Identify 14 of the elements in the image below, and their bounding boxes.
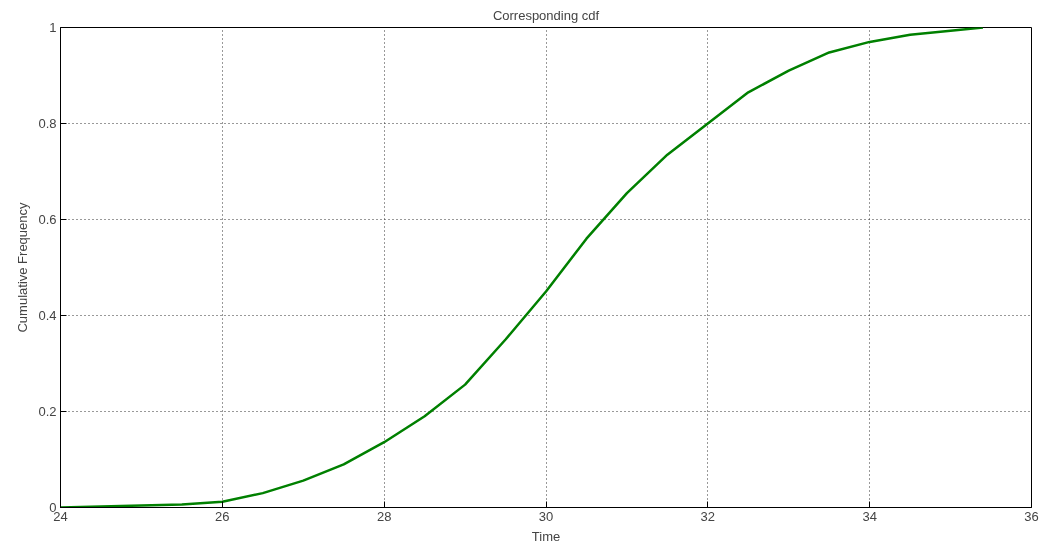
x-tick-label: 28 — [376, 508, 392, 524]
y-tick-label: 0.2 — [38, 404, 57, 419]
x-tick-label: 30 — [538, 508, 554, 524]
chart-title: Corresponding cdf — [492, 7, 600, 23]
y-tick-label: 1 — [49, 20, 57, 35]
x-tick-label: 36 — [1024, 508, 1039, 524]
y-tick-label: 0.4 — [38, 308, 57, 323]
y-tick-label: 0.8 — [38, 116, 57, 131]
y-tick-label: 0.6 — [38, 212, 57, 227]
x-tick-label: 34 — [862, 508, 877, 524]
x-tick-label: 26 — [215, 508, 230, 524]
x-axis-title: Time — [531, 528, 561, 544]
y-axis-title: Cumulative Frequency — [15, 201, 31, 333]
x-tick-label: 32 — [700, 508, 716, 524]
